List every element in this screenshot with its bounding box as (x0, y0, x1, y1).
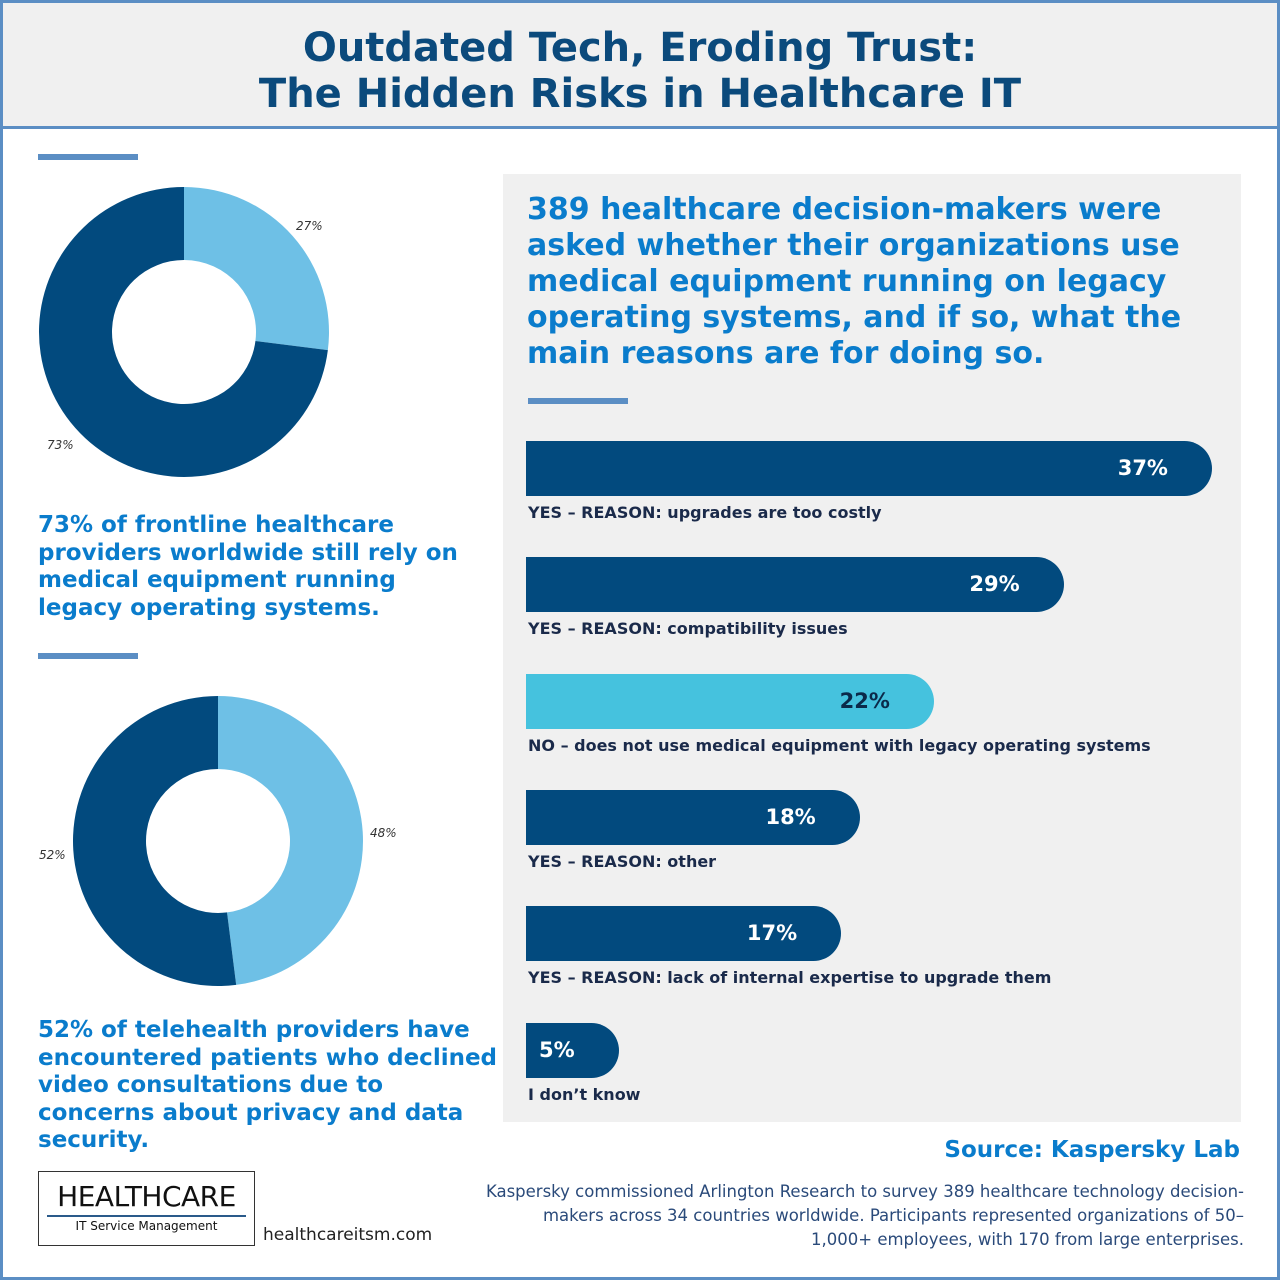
header: Outdated Tech, Eroding Trust: The Hidden… (3, 3, 1277, 129)
bar-category-label: YES – REASON: lack of internal expertise… (528, 968, 1052, 988)
bar-value-label: 5% (539, 1037, 575, 1062)
bar-category-label: YES – REASON: other (528, 851, 717, 871)
bar: 17% (526, 906, 842, 962)
donut1-label-dark: 73% (47, 438, 74, 452)
donut1-slice (184, 187, 329, 351)
donut1-slice (38, 187, 328, 478)
methodology-note: Kaspersky commissioned Arlington Researc… (485, 1182, 1244, 1249)
bar-value-label: 37% (1117, 456, 1168, 480)
logo: HEALTHCARE IT Service Management (38, 1171, 255, 1246)
stat-telehealth: 52% of telehealth providers have encount… (38, 1017, 498, 1153)
divider (38, 653, 138, 659)
donut2-label-dark: 52% (39, 848, 66, 862)
bar: 29% (526, 557, 1064, 613)
bar-category-label: NO – does not use medical equipment with… (528, 735, 1151, 755)
bar-panel (503, 174, 1241, 1122)
divider (38, 154, 138, 160)
donut-charts (38, 187, 363, 986)
bar-chart-title: 389 healthcare decision-makers were aske… (527, 192, 1182, 371)
stat-legacy: 73% of frontline healthcare providers wo… (38, 512, 458, 621)
logo-text: HEALTHCARE (57, 1180, 236, 1213)
bar-value-label: 22% (839, 688, 890, 713)
bar-category-label: YES – REASON: upgrades are too costly (528, 503, 882, 522)
bar-category-label: YES – REASON: compatibility issues (528, 619, 848, 639)
title-line1: Outdated Tech, Eroding Trust: (302, 25, 978, 71)
bar: 37% (526, 441, 1212, 496)
logo-line (47, 1215, 246, 1217)
bar-value-label: 29% (969, 572, 1020, 597)
website-link[interactable]: healthcareitsm.com (263, 1225, 433, 1245)
title-line2: The Hidden Risks in Healthcare IT (258, 71, 1022, 117)
bar: 22% (526, 673, 934, 729)
bar: 5% (526, 1022, 619, 1078)
bar: 18% (526, 789, 860, 845)
donut2-slice (72, 696, 237, 986)
donut2-slice (218, 696, 363, 985)
logo-subtext: IT Service Management (75, 1219, 218, 1233)
bar-value-label: 18% (765, 804, 816, 829)
bar-category-label: I don’t know (528, 1084, 641, 1104)
donut1-label-light: 27% (296, 219, 323, 233)
divider (528, 398, 628, 404)
source: Source: Kaspersky Lab (944, 1137, 1240, 1163)
bar-value-label: 17% (746, 921, 798, 946)
donut2-label-light: 48% (370, 826, 397, 840)
